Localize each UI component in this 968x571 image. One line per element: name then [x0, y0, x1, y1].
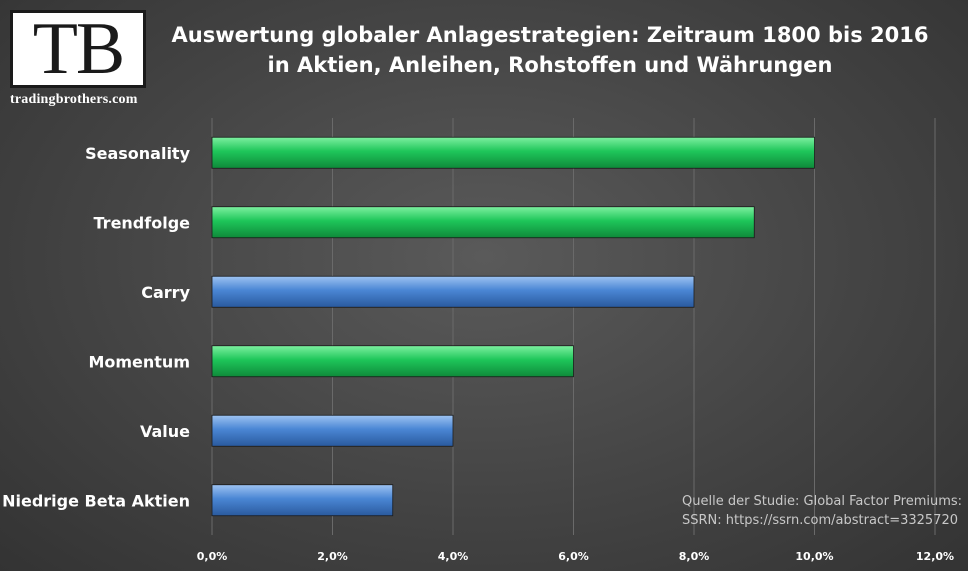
- x-tick-label: 0,0%: [197, 550, 228, 563]
- source-note: Quelle der Studie: Global Factor Premium…: [682, 492, 962, 530]
- chart-title: Auswertung globaler Anlagestrategien: Ze…: [160, 20, 940, 80]
- source-line2: SSRN: https://ssrn.com/abstract=3325720: [682, 513, 958, 528]
- bar-trendfolge: [211, 206, 755, 239]
- logo-website: tradingbrothers.com: [10, 92, 138, 107]
- source-line1: Quelle der Studie: Global Factor Premium…: [682, 494, 963, 509]
- category-label: Seasonality: [85, 144, 190, 163]
- x-tick-label: 8,0%: [679, 550, 710, 563]
- chart-title-line1: Auswertung globaler Anlagestrategien: Ze…: [171, 23, 929, 47]
- bar-momentum: [211, 345, 574, 378]
- category-label: Niedrige Beta Aktien: [2, 491, 190, 510]
- bar-niedrige-beta-aktien: [211, 484, 394, 517]
- category-label: Value: [140, 422, 190, 441]
- x-tick-label: 2,0%: [317, 550, 348, 563]
- logo: TB tradingbrothers.com: [10, 10, 152, 108]
- category-label: Momentum: [88, 352, 190, 371]
- chart-title-line2: in Aktien, Anleihen, Rohstoffen und Währ…: [267, 53, 833, 77]
- category-label: Trendfolge: [94, 213, 191, 232]
- x-tick-label: 6,0%: [558, 550, 589, 563]
- x-tick-label: 4,0%: [438, 550, 469, 563]
- bar-carry: [211, 275, 695, 308]
- logo-mark: TB: [10, 10, 146, 88]
- x-tick-label: 12,0%: [916, 550, 954, 563]
- bar-value: [211, 414, 454, 447]
- bar-seasonality: [211, 136, 815, 169]
- category-label: Carry: [141, 283, 190, 302]
- x-tick-label: 10,0%: [795, 550, 833, 563]
